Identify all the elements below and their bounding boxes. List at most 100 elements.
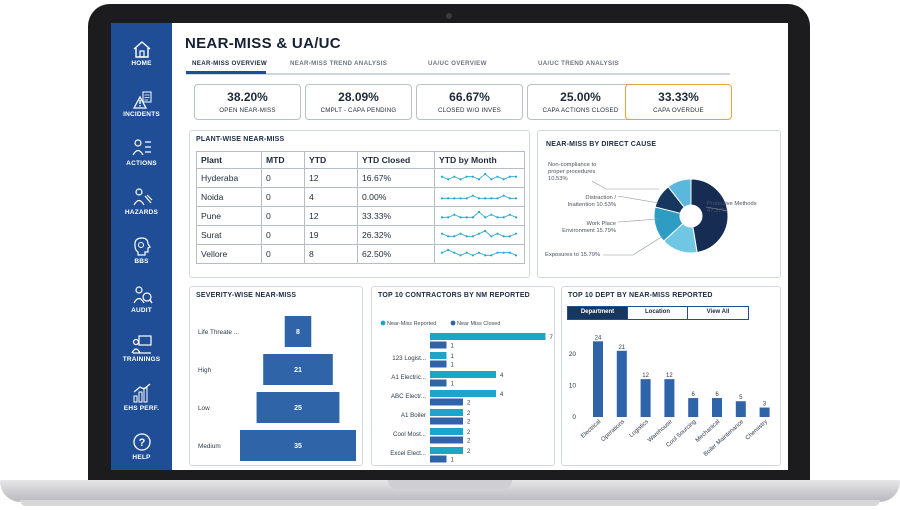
table-row[interactable]: Surat 0 19 26.32%	[196, 225, 525, 245]
bar-reported[interactable]	[430, 447, 463, 454]
bar-value: 2	[467, 411, 471, 417]
dept-bar[interactable]	[712, 398, 722, 417]
sidebar: HOME INCIDENTS ACTIONS HAZARDS BBS AUDIT…	[111, 23, 172, 470]
dept-bar[interactable]	[593, 341, 603, 417]
sidebar-item-help[interactable]: ? HELP	[111, 429, 172, 470]
bar-closed[interactable]	[430, 360, 447, 368]
pie-slice[interactable]	[667, 178, 692, 209]
table-row[interactable]: Pune 0 12 33.33%	[196, 206, 525, 226]
bar-reported[interactable]	[430, 352, 447, 359]
funnel-bar[interactable]	[263, 354, 333, 385]
panel-title: TOP 10 CONTRACTORS BY NM REPORTED	[378, 292, 530, 299]
table-cell-closed: 26.32%	[357, 225, 435, 245]
toggle-location[interactable]: Location	[628, 307, 688, 319]
sparkline-point	[484, 172, 487, 176]
toggle-department[interactable]: Department	[568, 307, 628, 319]
sparkline-point	[440, 175, 444, 178]
bbs-icon	[133, 237, 151, 256]
y-tick-label: 0	[572, 414, 576, 421]
sidebar-item-incidents[interactable]: INCIDENTS	[111, 86, 172, 132]
bar-closed[interactable]	[430, 379, 447, 387]
sparkline-point	[502, 178, 505, 181]
bar-reported[interactable]	[430, 390, 496, 397]
table-row[interactable]: Vellore 0 8 62.50%	[196, 244, 525, 264]
table-row[interactable]: Noida 0 4 0.00%	[196, 187, 525, 207]
table-cell-trend	[434, 244, 525, 264]
sidebar-item-label: TRAININGS	[122, 356, 161, 363]
kpi-closed-wo-inves[interactable]: 66.67% CLOSED W/O INVES	[416, 84, 523, 120]
sidebar-item-audit[interactable]: AUDIT	[111, 282, 172, 328]
dept-bar[interactable]	[735, 401, 746, 417]
sidebar-item-hazards[interactable]: HAZARDS	[111, 184, 172, 230]
sparkline-point	[490, 197, 493, 200]
bar-reported[interactable]	[430, 333, 546, 340]
bar-closed[interactable]	[430, 341, 447, 349]
sparkline-point	[508, 251, 511, 254]
hazards-icon	[132, 188, 152, 206]
pie-label: Inattention 10.53%	[568, 202, 616, 208]
table-row[interactable]: Hyderaba 0 12 16.67%	[196, 168, 525, 188]
bar-closed[interactable]	[430, 417, 463, 425]
pie-label: 47.37%	[707, 208, 727, 214]
sparkline-point	[514, 175, 518, 178]
column-header: MTD	[261, 151, 305, 169]
pie-label: Environment 15.79%	[562, 228, 616, 234]
dept-bar[interactable]	[664, 379, 675, 417]
bar-closed[interactable]	[430, 436, 463, 444]
bar-reported[interactable]	[430, 409, 463, 416]
tab-ua-uc-trend-analysis[interactable]: UA/UC TREND ANALYSIS	[538, 60, 619, 67]
dept-category-label: Electrical	[580, 419, 602, 440]
toggle-view-all[interactable]: View All	[706, 309, 730, 315]
tab-near-miss-overview[interactable]: NEAR-MISS OVERVIEW	[192, 60, 268, 67]
screen: HOME INCIDENTS ACTIONS HAZARDS BBS AUDIT…	[111, 23, 788, 470]
sparkline-point	[508, 213, 511, 216]
kpi-cmplt-capa-pending[interactable]: 28.09% CMPLT - CAPA PENDING	[305, 84, 412, 120]
pie-slice[interactable]	[690, 178, 729, 254]
funnel-bar[interactable]	[284, 316, 312, 347]
sidebar-item-bbs[interactable]: BBS	[111, 233, 172, 279]
funnel-bar[interactable]	[240, 430, 356, 461]
table-cell-plant: Vellore	[196, 244, 262, 264]
kpi-capa-actions-closed[interactable]: 25.00% CAPA ACTIONS CLOSED	[527, 84, 634, 120]
bar-reported[interactable]	[430, 428, 463, 435]
table-cell-plant: Surat	[196, 225, 262, 245]
funnel-value: 35	[294, 443, 302, 450]
sidebar-item-home[interactable]: HOME	[111, 37, 172, 83]
bar-reported[interactable]	[430, 371, 496, 378]
leader-line	[603, 235, 664, 256]
severity-panel: SEVERITY-WISE NEAR-MISS 8 Life Threate ..…	[189, 286, 363, 466]
sparkline-point	[502, 251, 505, 254]
audit-icon	[132, 286, 153, 304]
sparkline-point	[447, 178, 450, 181]
dept-bar[interactable]	[759, 407, 770, 417]
kpi-value: 33.33%	[658, 90, 699, 104]
table-cell-trend	[434, 206, 525, 226]
contractor-label: 123 Logist...	[392, 355, 426, 362]
sidebar-item-ehs-perf[interactable]: EHS PERF.	[111, 380, 172, 426]
sparkline-point	[508, 197, 511, 200]
leader-line	[591, 180, 659, 190]
dept-bar[interactable]	[640, 379, 651, 417]
kpi-open-near-miss[interactable]: 38.20% OPEN NEAR-MISS	[194, 84, 301, 120]
table-cell-mtd: 0	[261, 168, 305, 188]
bar-closed[interactable]	[430, 398, 463, 406]
tab-near-miss-trend-analysis[interactable]: NEAR-MISS TREND ANALYSIS	[290, 60, 388, 67]
sidebar-item-actions[interactable]: ACTIONS	[111, 135, 172, 181]
column-header: YTD	[304, 151, 358, 169]
contractors-panel: TOP 10 CONTRACTORS BY NM REPORTED Near-M…	[371, 286, 555, 466]
tab-ua-uc-overview[interactable]: UA/UC OVERVIEW	[428, 60, 487, 67]
kpi-capa-overdue[interactable]: 33.33% CAPA OVERDUE	[625, 84, 732, 120]
sidebar-item-label: HOME	[131, 60, 152, 67]
bar-value: 1	[451, 344, 455, 350]
dept-bar-chart: 0 10 20 24 Electrical 21 Operations 12 Logistics…	[569, 335, 770, 458]
sidebar-item-trainings[interactable]: TRAININGS	[111, 331, 172, 377]
dept-bar[interactable]	[616, 350, 627, 417]
bar-closed[interactable]	[430, 455, 447, 463]
svg-text:?: ?	[138, 437, 145, 449]
sparkline-point	[465, 175, 468, 178]
pie-label: proper procedures	[548, 169, 595, 175]
leader-line	[705, 206, 729, 212]
column-header: Plant	[196, 151, 262, 169]
funnel-bar[interactable]	[256, 392, 340, 423]
dept-bar[interactable]	[688, 398, 699, 417]
